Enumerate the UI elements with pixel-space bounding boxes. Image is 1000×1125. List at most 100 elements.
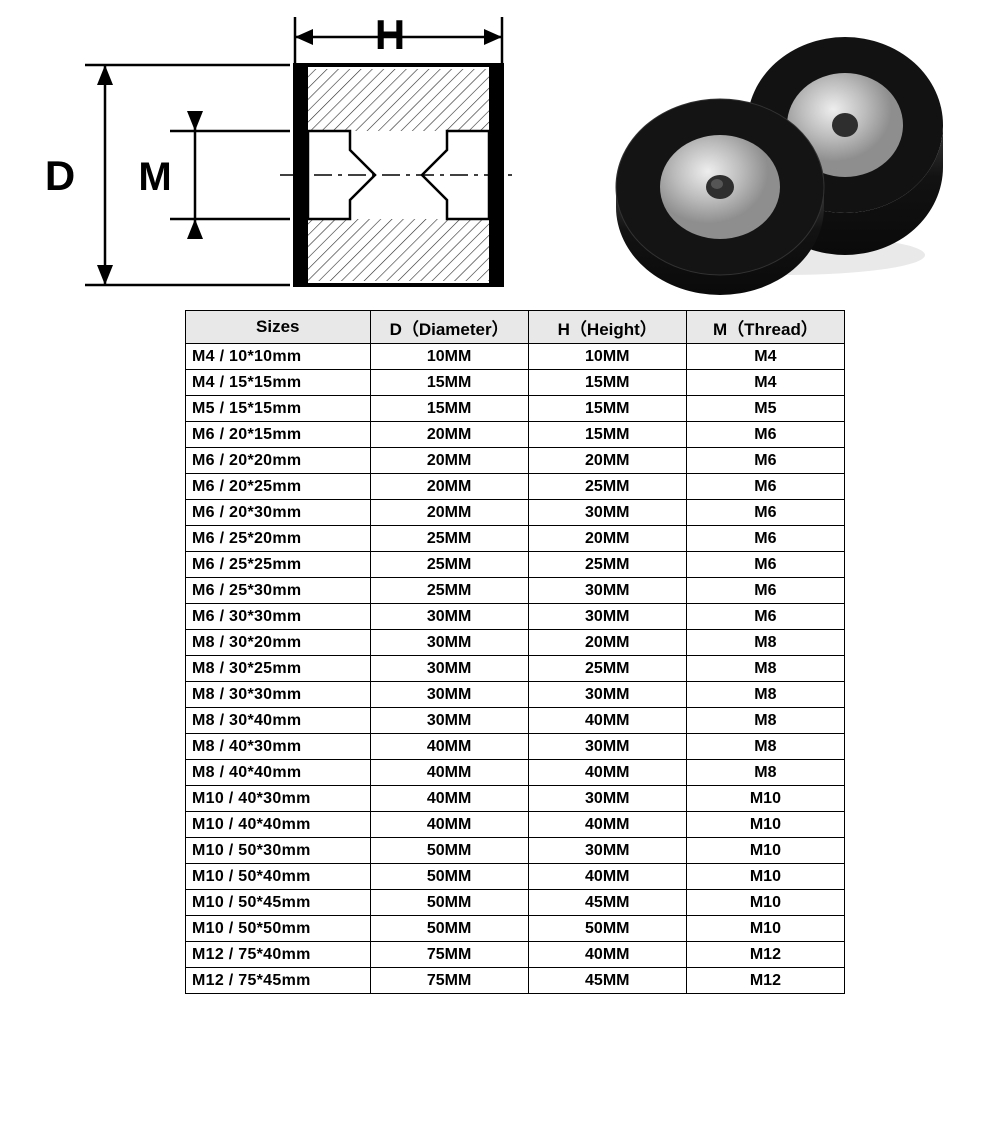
cell-thread: M4 xyxy=(686,344,844,370)
table-row: M8 / 40*40mm40MM40MMM8 xyxy=(186,760,845,786)
cell-diameter: 25MM xyxy=(370,552,528,578)
cell-thread: M6 xyxy=(686,500,844,526)
cell-height: 30MM xyxy=(528,578,686,604)
cell-diameter: 40MM xyxy=(370,734,528,760)
cell-thread: M10 xyxy=(686,838,844,864)
table-row: M12 / 75*40mm75MM40MMM12 xyxy=(186,942,845,968)
cell-thread: M8 xyxy=(686,760,844,786)
cell-diameter: 30MM xyxy=(370,682,528,708)
cell-size: M10 / 40*40mm xyxy=(186,812,371,838)
cell-diameter: 40MM xyxy=(370,786,528,812)
cell-height: 50MM xyxy=(528,916,686,942)
cell-size: M10 / 50*50mm xyxy=(186,916,371,942)
cell-size: M8 / 40*30mm xyxy=(186,734,371,760)
cell-size: M6 / 25*20mm xyxy=(186,526,371,552)
cell-diameter: 30MM xyxy=(370,656,528,682)
cell-diameter: 20MM xyxy=(370,474,528,500)
cell-height: 10MM xyxy=(528,344,686,370)
table-row: M6 / 20*15mm20MM15MMM6 xyxy=(186,422,845,448)
cell-size: M8 / 40*40mm xyxy=(186,760,371,786)
col-thread: M（Thread） xyxy=(686,311,844,344)
mount-front xyxy=(616,99,824,295)
cell-thread: M6 xyxy=(686,604,844,630)
table-row: M10 / 50*40mm50MM40MMM10 xyxy=(186,864,845,890)
cell-height: 30MM xyxy=(528,734,686,760)
cell-diameter: 25MM xyxy=(370,578,528,604)
cell-height: 40MM xyxy=(528,812,686,838)
table-row: M6 / 20*20mm20MM20MMM6 xyxy=(186,448,845,474)
cell-thread: M6 xyxy=(686,474,844,500)
cell-height: 40MM xyxy=(528,760,686,786)
cell-size: M10 / 50*45mm xyxy=(186,890,371,916)
cell-diameter: 30MM xyxy=(370,604,528,630)
cell-height: 30MM xyxy=(528,682,686,708)
cell-diameter: 30MM xyxy=(370,630,528,656)
cell-thread: M8 xyxy=(686,630,844,656)
cell-thread: M8 xyxy=(686,708,844,734)
cell-height: 15MM xyxy=(528,396,686,422)
cell-thread: M6 xyxy=(686,422,844,448)
table-row: M8 / 30*20mm30MM20MMM8 xyxy=(186,630,845,656)
cell-height: 25MM xyxy=(528,474,686,500)
col-diameter: D（Diameter） xyxy=(370,311,528,344)
cell-diameter: 40MM xyxy=(370,760,528,786)
table-row: M8 / 30*30mm30MM30MMM8 xyxy=(186,682,845,708)
table-row: M5 / 15*15mm15MM15MMM5 xyxy=(186,396,845,422)
cell-thread: M8 xyxy=(686,734,844,760)
cell-thread: M12 xyxy=(686,968,844,994)
table-row: M4 / 15*15mm15MM15MMM4 xyxy=(186,370,845,396)
cell-size: M12 / 75*45mm xyxy=(186,968,371,994)
cell-diameter: 50MM xyxy=(370,916,528,942)
table-row: M8 / 40*30mm40MM30MMM8 xyxy=(186,734,845,760)
cell-diameter: 50MM xyxy=(370,864,528,890)
cell-height: 15MM xyxy=(528,422,686,448)
cell-thread: M4 xyxy=(686,370,844,396)
cell-diameter: 75MM xyxy=(370,968,528,994)
cell-size: M8 / 30*25mm xyxy=(186,656,371,682)
table-row: M6 / 20*30mm20MM30MMM6 xyxy=(186,500,845,526)
cell-height: 20MM xyxy=(528,526,686,552)
cell-diameter: 15MM xyxy=(370,396,528,422)
cell-thread: M8 xyxy=(686,682,844,708)
dimension-H: H xyxy=(295,15,502,65)
cell-size: M6 / 30*30mm xyxy=(186,604,371,630)
table-row: M6 / 20*25mm20MM25MMM6 xyxy=(186,474,845,500)
label-M: M xyxy=(138,155,171,199)
cell-size: M6 / 20*20mm xyxy=(186,448,371,474)
cell-size: M12 / 75*40mm xyxy=(186,942,371,968)
cell-size: M6 / 20*30mm xyxy=(186,500,371,526)
cell-size: M5 / 15*15mm xyxy=(186,396,371,422)
cell-diameter: 40MM xyxy=(370,812,528,838)
cell-diameter: 15MM xyxy=(370,370,528,396)
cell-thread: M6 xyxy=(686,552,844,578)
table-row: M10 / 50*50mm50MM50MMM10 xyxy=(186,916,845,942)
cell-height: 20MM xyxy=(528,448,686,474)
col-height: H（Height） xyxy=(528,311,686,344)
cell-size: M8 / 30*20mm xyxy=(186,630,371,656)
cell-height: 25MM xyxy=(528,656,686,682)
table-row: M6 / 25*30mm25MM30MMM6 xyxy=(186,578,845,604)
table-row: M10 / 50*30mm50MM30MMM10 xyxy=(186,838,845,864)
label-D: D xyxy=(45,152,75,199)
cell-height: 30MM xyxy=(528,838,686,864)
table-row: M8 / 30*40mm30MM40MMM8 xyxy=(186,708,845,734)
cell-size: M6 / 20*25mm xyxy=(186,474,371,500)
table-row: M10 / 50*45mm50MM45MMM10 xyxy=(186,890,845,916)
cell-diameter: 50MM xyxy=(370,890,528,916)
cell-size: M6 / 25*25mm xyxy=(186,552,371,578)
cell-height: 45MM xyxy=(528,968,686,994)
cell-height: 20MM xyxy=(528,630,686,656)
cell-size: M6 / 25*30mm xyxy=(186,578,371,604)
cell-thread: M6 xyxy=(686,578,844,604)
cell-size: M10 / 40*30mm xyxy=(186,786,371,812)
cell-diameter: 20MM xyxy=(370,500,528,526)
cell-diameter: 25MM xyxy=(370,526,528,552)
cell-height: 40MM xyxy=(528,864,686,890)
cell-size: M4 / 15*15mm xyxy=(186,370,371,396)
cell-diameter: 20MM xyxy=(370,448,528,474)
cell-thread: M10 xyxy=(686,864,844,890)
cell-height: 15MM xyxy=(528,370,686,396)
table-row: M6 / 25*25mm25MM25MMM6 xyxy=(186,552,845,578)
cell-height: 40MM xyxy=(528,942,686,968)
dimension-M: M xyxy=(138,111,290,239)
